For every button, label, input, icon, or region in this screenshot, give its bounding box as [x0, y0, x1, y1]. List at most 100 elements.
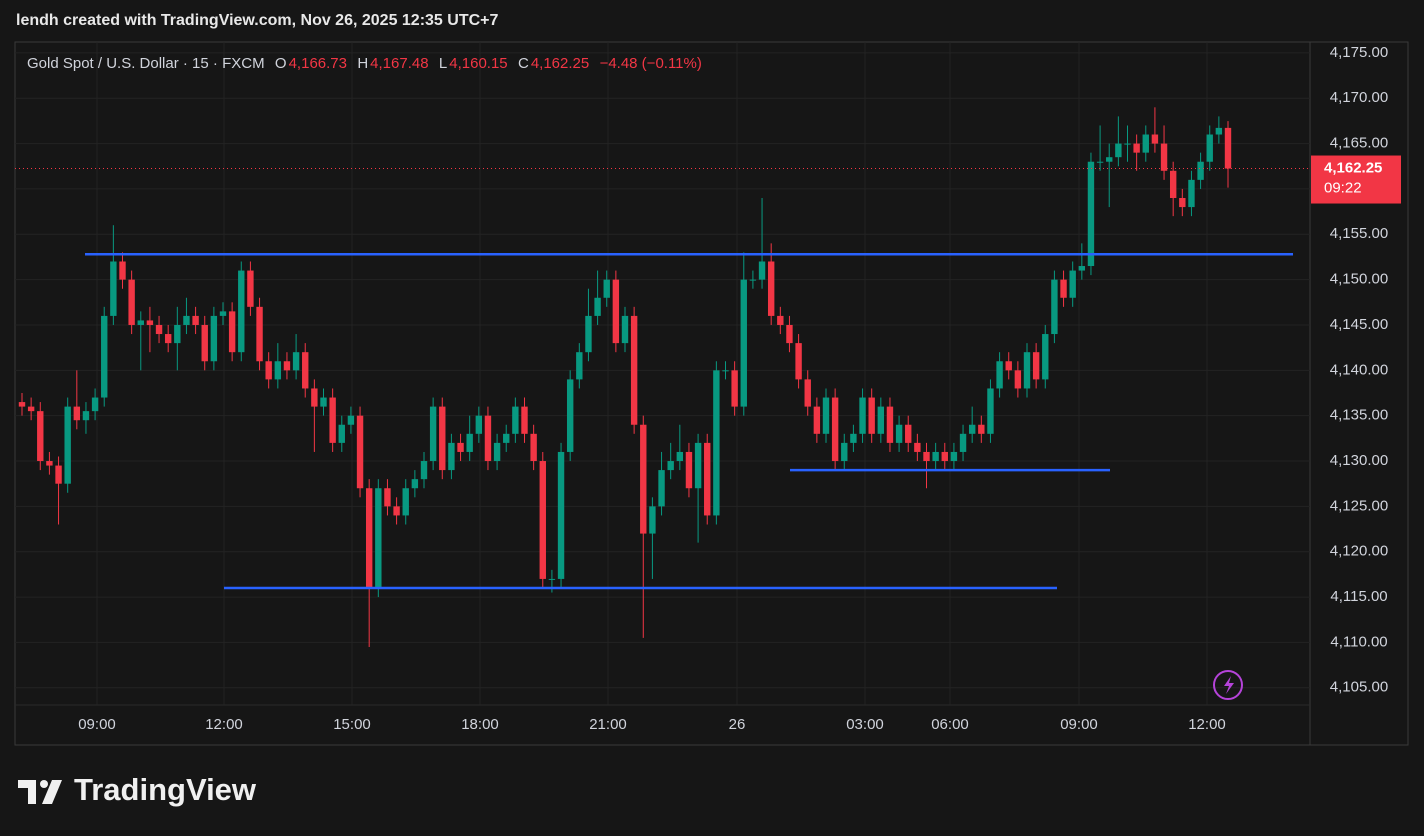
alert-bolt — [1224, 676, 1234, 694]
candle-body — [1069, 270, 1076, 298]
candle-body — [658, 470, 665, 507]
candle-body — [356, 415, 364, 489]
footer-brand: TradingView — [74, 772, 257, 807]
y-tick-label: 4,130.00 — [1330, 452, 1388, 469]
candle-body — [302, 352, 309, 389]
candle-body — [265, 361, 272, 380]
candle-body — [685, 451, 693, 489]
candle-body — [813, 406, 821, 434]
candle-body — [64, 406, 71, 484]
high-key: H — [357, 55, 369, 72]
chart-frame — [14, 41, 1409, 746]
candle-body — [1224, 127, 1232, 169]
candle-body — [950, 451, 958, 462]
candle-body — [923, 451, 930, 462]
candle-body — [228, 311, 236, 353]
candle-body — [110, 261, 117, 316]
x-tick-label: 12:00 — [205, 716, 243, 733]
candle-body — [338, 424, 345, 443]
candle-body — [1142, 134, 1149, 153]
candle-body — [640, 424, 647, 534]
candle-body — [1215, 127, 1223, 135]
candle-body — [1179, 198, 1186, 208]
candle-body — [621, 315, 629, 344]
candle-body — [73, 406, 81, 421]
candle-body — [1115, 143, 1122, 158]
candle-body — [987, 388, 994, 434]
candle-body — [1042, 334, 1049, 380]
legend: Gold Spot / U.S. Dollar · 15 · FXCM O 4,1… — [27, 55, 704, 72]
candle-body — [1051, 279, 1058, 335]
candle-body — [831, 397, 839, 462]
alert-icon[interactable] — [1213, 670, 1243, 700]
candle-body — [822, 397, 830, 434]
y-tick-label: 4,110.00 — [1330, 633, 1387, 650]
y-tick-label: 4,170.00 — [1330, 89, 1388, 106]
y-tick-label: 4,165.00 — [1330, 135, 1388, 152]
candle-body — [283, 361, 291, 371]
last-price-tag — [1311, 155, 1401, 204]
candle-body — [429, 406, 437, 462]
candle-body — [1160, 143, 1168, 171]
candle-body — [82, 411, 90, 421]
y-tick-label: 4,155.00 — [1330, 225, 1388, 242]
candle-body — [274, 361, 282, 380]
candle-body — [493, 442, 501, 462]
candle-body — [877, 406, 885, 434]
candle-body — [1133, 143, 1140, 153]
x-tick-label: 18:00 — [461, 716, 499, 733]
candle-body — [128, 279, 135, 325]
candle-body — [676, 451, 684, 462]
candle-body — [548, 578, 556, 580]
candle-body — [384, 488, 391, 507]
candle-body — [411, 479, 419, 489]
candle-body — [521, 406, 528, 434]
candle-body — [311, 388, 318, 407]
candle-body — [1060, 279, 1067, 298]
candle-body — [420, 461, 428, 480]
candle-body — [566, 379, 574, 452]
candle-body — [27, 406, 35, 412]
candle-body — [146, 320, 154, 325]
brand-logo — [18, 780, 62, 804]
candle-body — [914, 442, 921, 452]
candle-body — [968, 424, 976, 434]
low-key: L — [438, 55, 448, 72]
x-tick-label: 03:00 — [846, 716, 884, 733]
candle-body — [329, 397, 336, 443]
candle-body — [804, 379, 811, 407]
symbol: Gold Spot / U.S. Dollar · 15 · FXCM — [27, 55, 265, 72]
candle-body — [649, 506, 656, 534]
candle-body — [1096, 161, 1104, 163]
candle-body — [630, 315, 638, 425]
candle-body — [704, 442, 711, 516]
candle-body — [767, 261, 775, 316]
candle-body — [238, 270, 245, 353]
x-tick-label: 21:00 — [589, 716, 627, 733]
candle-body — [795, 343, 802, 380]
candle-body — [320, 397, 327, 407]
candle-body — [402, 488, 409, 516]
candle-body — [731, 370, 738, 407]
y-tick-label: 4,140.00 — [1330, 361, 1388, 378]
candle-body — [119, 261, 126, 280]
candle-body — [256, 306, 263, 362]
candle-body — [996, 361, 1003, 389]
candle-body — [46, 461, 53, 466]
candle-body — [466, 433, 473, 452]
low-value: 4,160.15 — [449, 55, 508, 72]
candle-body — [375, 488, 382, 588]
candle-body — [886, 406, 894, 443]
candle-body — [484, 415, 492, 462]
candle-body — [365, 488, 373, 588]
candle-body — [1014, 370, 1022, 389]
candle-body — [1197, 161, 1204, 180]
x-tick-label: 09:00 — [1060, 716, 1098, 733]
candle-body — [850, 433, 857, 443]
candle-body — [448, 442, 455, 471]
candle-body — [932, 451, 939, 462]
candle-body — [192, 315, 199, 325]
candle-body — [530, 433, 537, 462]
candle-body — [457, 442, 464, 452]
